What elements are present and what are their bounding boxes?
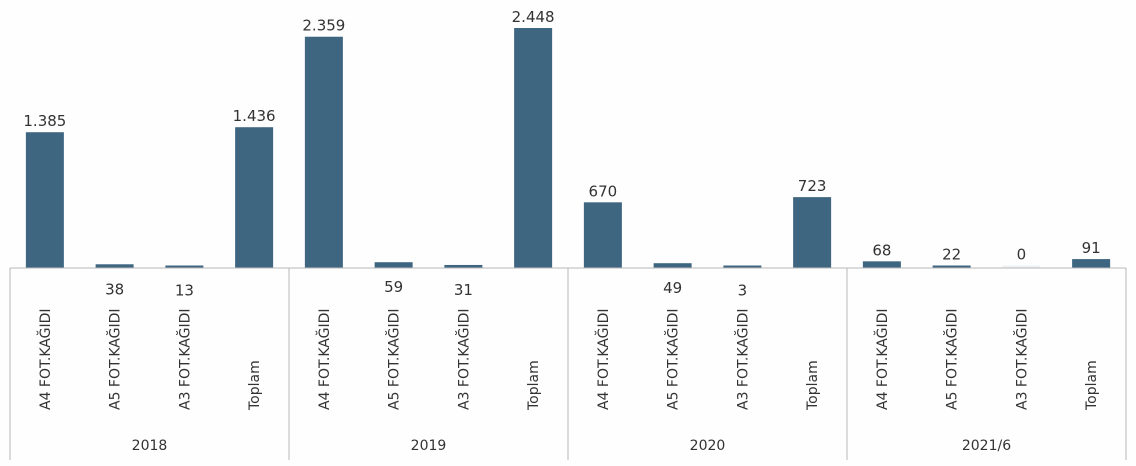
category-label-2019-a5-fot-ka-idi: A5 FOT.KAĞIDI <box>385 309 403 411</box>
category-label-2020-a5-fot-ka-idi: A5 FOT.KAĞIDI <box>664 309 682 411</box>
bar-2021-6-toplam <box>1072 259 1111 268</box>
category-axis: 2018 A4 FOT.KAĞIDI A5 FOT.KAĞIDI A3 FOT.KAĞ… <box>9 267 1127 460</box>
value-label-2018-a4-fot-ka-idi: 1.385 <box>23 112 66 130</box>
category-label-2020-toplam: Toplam <box>805 360 821 411</box>
category-label-2021-6-a3-fot-ka-idi: A3 FOT.KAĞIDI <box>1012 309 1030 411</box>
value-label-2018-toplam: 1.436 <box>233 107 276 125</box>
value-labels-layer: 1.385 38 13 1.436 2.359 59 31 2.448 670 49 3 723 68 2… <box>23 8 1100 300</box>
value-label-2020-a3-fot-ka-idi: 3 <box>738 282 748 300</box>
bar-2020-toplam <box>793 197 832 268</box>
category-label-2018-toplam: Toplam <box>247 360 263 411</box>
value-label-2019-a3-fot-ka-idi: 31 <box>454 281 473 299</box>
value-label-2020-toplam: 723 <box>798 177 827 195</box>
bar-2019-a3-fot-ka-idi <box>444 264 483 268</box>
category-label-2021-6-toplam: Toplam <box>1084 360 1100 411</box>
category-label-2021-6-a5-fot-ka-idi: A5 FOT.KAĞIDI <box>943 309 961 411</box>
bar-2018-toplam <box>235 127 274 268</box>
value-label-2018-a3-fot-ka-idi: 13 <box>175 282 194 300</box>
value-label-2021-6-a4-fot-ka-idi: 68 <box>872 241 891 259</box>
bar-2018-a3-fot-ka-idi <box>165 265 204 268</box>
bar-2021-6-a4-fot-ka-idi <box>862 261 901 268</box>
group-label-2021-6: 2021/6 <box>962 438 1011 454</box>
bar-2021-6-a5-fot-ka-idi <box>932 265 971 268</box>
group-label-2019: 2019 <box>411 438 447 454</box>
category-label-2019-a4-fot-ka-idi: A4 FOT.KAĞIDI <box>315 309 333 411</box>
value-label-2021-6-toplam: 91 <box>1082 239 1101 257</box>
value-label-2019-a5-fot-ka-idi: 59 <box>384 278 403 296</box>
bar-2021-6-a3-fot-ka-idi <box>1002 265 1041 268</box>
value-label-2019-toplam: 2.448 <box>512 8 555 26</box>
value-label-2021-6-a5-fot-ka-idi: 22 <box>942 246 961 264</box>
value-label-2020-a5-fot-ka-idi: 49 <box>663 279 682 297</box>
value-label-2018-a5-fot-ka-idi: 38 <box>105 280 124 298</box>
category-label-2018-a3-fot-ka-idi: A3 FOT.KAĞIDI <box>175 309 193 411</box>
category-label-2021-6-a4-fot-ka-idi: A4 FOT.KAĞIDI <box>873 309 891 411</box>
category-label-2019-toplam: Toplam <box>526 360 542 411</box>
bar-2020-a3-fot-ka-idi <box>723 265 762 268</box>
group-label-2020: 2020 <box>690 438 726 454</box>
value-label-2021-6-a3-fot-ka-idi: 0 <box>1017 246 1027 264</box>
bar-2018-a5-fot-ka-idi <box>95 264 134 268</box>
bar-2020-a4-fot-ka-idi <box>583 202 622 268</box>
category-label-2018-a4-fot-ka-idi: A4 FOT.KAĞIDI <box>36 309 54 411</box>
bar-2018-a4-fot-ka-idi <box>25 132 64 268</box>
bar-2019-toplam <box>514 28 553 268</box>
group-label-2018: 2018 <box>132 438 168 454</box>
value-label-2020-a4-fot-ka-idi: 670 <box>589 182 618 200</box>
bar-2019-a4-fot-ka-idi <box>304 36 343 268</box>
value-label-2019-a4-fot-ka-idi: 2.359 <box>302 17 345 35</box>
bar-2020-a5-fot-ka-idi <box>653 263 692 268</box>
bar-2019-a5-fot-ka-idi <box>374 262 413 268</box>
bars-layer <box>25 28 1111 268</box>
category-label-2018-a5-fot-ka-idi: A5 FOT.KAĞIDI <box>106 309 124 411</box>
category-label-2020-a4-fot-ka-idi: A4 FOT.KAĞIDI <box>594 309 612 411</box>
category-label-2020-a3-fot-ka-idi: A3 FOT.KAĞIDI <box>733 309 751 411</box>
category-label-2019-a3-fot-ka-idi: A3 FOT.KAĞIDI <box>454 309 472 411</box>
